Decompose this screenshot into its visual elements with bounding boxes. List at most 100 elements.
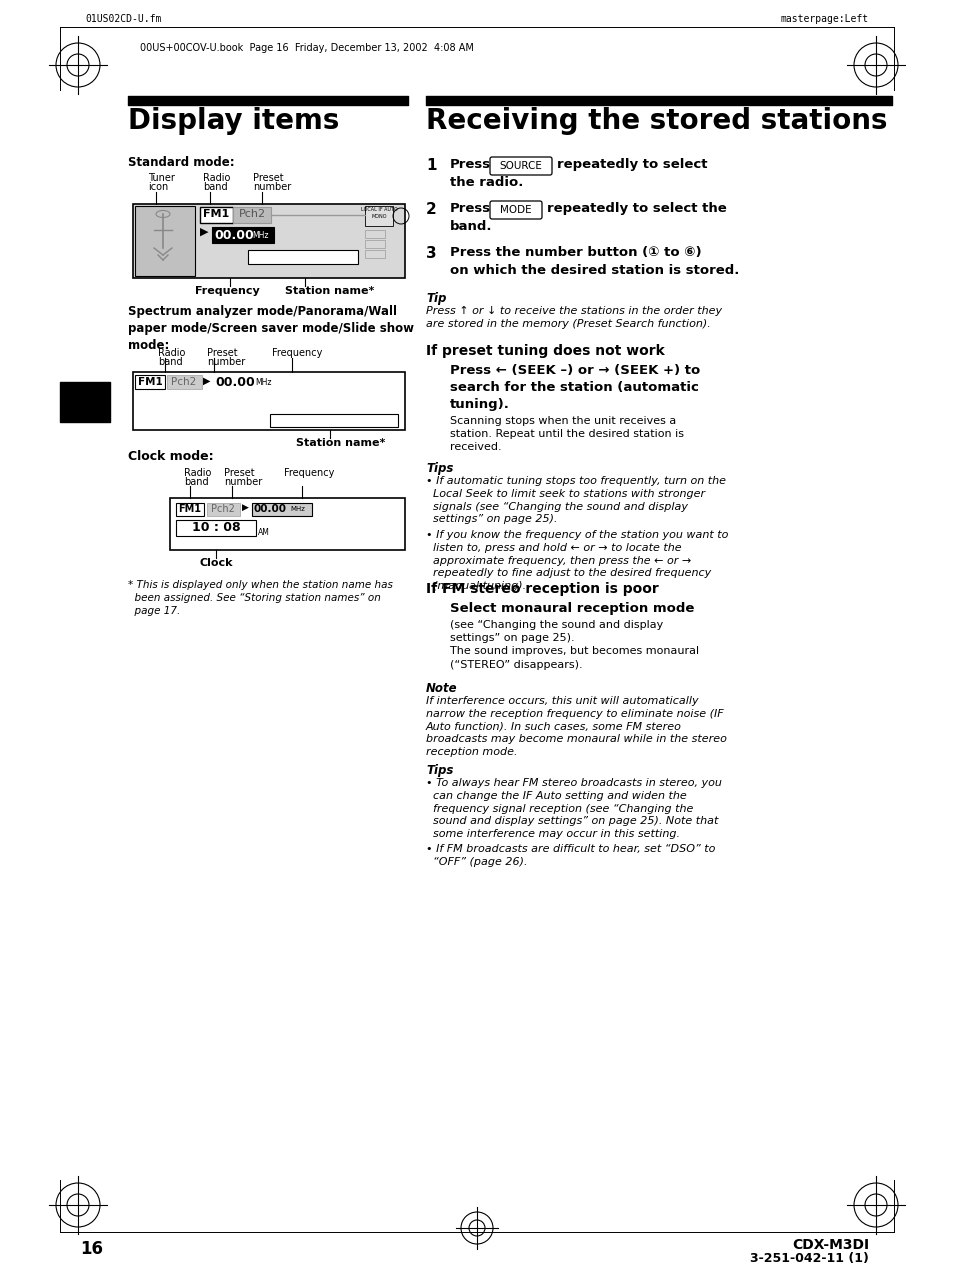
Text: Tips: Tips <box>426 462 453 475</box>
FancyBboxPatch shape <box>270 414 397 427</box>
Text: Preset: Preset <box>253 173 283 183</box>
Text: Preset: Preset <box>224 469 254 478</box>
Text: 10 : 08: 10 : 08 <box>192 521 240 533</box>
FancyBboxPatch shape <box>167 375 202 389</box>
Text: Preset: Preset <box>207 348 237 358</box>
FancyBboxPatch shape <box>207 503 240 516</box>
Text: Pch2: Pch2 <box>238 210 265 218</box>
Text: Radio: Radio <box>184 469 212 478</box>
Text: MHz: MHz <box>290 505 305 512</box>
Text: MONO: MONO <box>371 215 386 218</box>
FancyBboxPatch shape <box>365 250 385 258</box>
FancyBboxPatch shape <box>212 227 274 243</box>
Text: Select monaural reception mode: Select monaural reception mode <box>450 602 694 615</box>
Text: number: number <box>253 182 291 192</box>
Text: MODE: MODE <box>499 204 531 215</box>
Text: Clock: Clock <box>199 558 233 568</box>
Text: • If FM broadcasts are difficult to hear, set “DSO” to
  “OFF” (page 26).: • If FM broadcasts are difficult to hear… <box>426 845 715 867</box>
Text: band.: band. <box>450 220 492 232</box>
Text: • If automatic tuning stops too frequently, turn on the
  Local Seek to limit se: • If automatic tuning stops too frequent… <box>426 476 725 525</box>
FancyBboxPatch shape <box>365 230 385 237</box>
Text: Standard mode:: Standard mode: <box>128 156 234 169</box>
FancyBboxPatch shape <box>135 206 194 276</box>
Text: 00.00: 00.00 <box>253 504 287 514</box>
Text: 2: 2 <box>426 202 436 217</box>
Text: band: band <box>203 182 228 192</box>
Text: LOCAL IF AUTO: LOCAL IF AUTO <box>360 207 397 212</box>
Text: Note: Note <box>426 682 457 695</box>
Text: ▶: ▶ <box>242 503 249 512</box>
Text: If FM stereo reception is poor: If FM stereo reception is poor <box>426 582 659 596</box>
Text: Pch2: Pch2 <box>172 377 196 387</box>
Text: Press: Press <box>450 202 491 215</box>
FancyBboxPatch shape <box>490 201 541 218</box>
Text: FM1: FM1 <box>137 377 162 387</box>
Text: Spectrum analyzer mode/Panorama/Wall
paper mode/Screen saver mode/Slide show
mod: Spectrum analyzer mode/Panorama/Wall pap… <box>128 305 414 352</box>
Text: 1: 1 <box>426 157 436 173</box>
Text: band: band <box>184 478 209 486</box>
Text: Press the number button (① to ⑥): Press the number button (① to ⑥) <box>450 246 700 259</box>
FancyBboxPatch shape <box>490 157 552 175</box>
Text: • To always hear FM stereo broadcasts in stereo, you
  can change the IF Auto se: • To always hear FM stereo broadcasts in… <box>426 779 721 839</box>
Text: 3-251-042-11 (1): 3-251-042-11 (1) <box>749 1252 868 1265</box>
Text: 00US+00COV-U.book  Page 16  Friday, December 13, 2002  4:08 AM: 00US+00COV-U.book Page 16 Friday, Decemb… <box>140 43 474 53</box>
Text: Display items: Display items <box>128 107 339 135</box>
FancyBboxPatch shape <box>175 503 204 516</box>
Text: Tips: Tips <box>426 765 453 777</box>
Text: Scanning stops when the unit receives a
station. Repeat until the desired statio: Scanning stops when the unit receives a … <box>450 417 683 452</box>
Text: Radio: Radio <box>203 173 230 183</box>
FancyBboxPatch shape <box>365 206 393 226</box>
Text: masterpage:Left: masterpage:Left <box>781 14 868 24</box>
Text: Press ↑ or ↓ to receive the stations in the order they
are stored in the memory : Press ↑ or ↓ to receive the stations in … <box>426 306 721 329</box>
Text: 01US02CD-U.fm: 01US02CD-U.fm <box>85 14 161 24</box>
FancyBboxPatch shape <box>200 207 233 224</box>
Text: on which the desired station is stored.: on which the desired station is stored. <box>450 264 739 277</box>
Text: Tuner: Tuner <box>148 173 174 183</box>
Text: 16: 16 <box>80 1240 103 1259</box>
FancyBboxPatch shape <box>365 240 385 248</box>
FancyBboxPatch shape <box>135 375 165 389</box>
Text: Clock mode:: Clock mode: <box>128 450 213 464</box>
Text: Station name*: Station name* <box>295 438 385 448</box>
Text: Radio: Radio <box>158 348 185 358</box>
Text: band: band <box>158 357 182 367</box>
Text: Frequency: Frequency <box>284 469 334 478</box>
Text: FM1: FM1 <box>178 504 201 514</box>
Text: MHz: MHz <box>254 378 272 387</box>
Text: repeatedly to select: repeatedly to select <box>557 157 707 171</box>
Text: FM1: FM1 <box>203 210 229 218</box>
Text: (see “Changing the sound and display
settings” on page 25).
The sound improves, : (see “Changing the sound and display set… <box>450 620 699 669</box>
Text: Press ← (SEEK –) or → (SEEK +) to
search for the station (automatic
tuning).: Press ← (SEEK –) or → (SEEK +) to search… <box>450 364 700 411</box>
Text: 00.00: 00.00 <box>214 376 254 389</box>
Text: repeatedly to select the: repeatedly to select the <box>546 202 726 215</box>
Text: number: number <box>224 478 262 486</box>
Text: If preset tuning does not work: If preset tuning does not work <box>426 344 664 358</box>
Text: * This is displayed only when the station name has
  been assigned. See “Storing: * This is displayed only when the statio… <box>128 580 393 616</box>
FancyBboxPatch shape <box>132 372 405 431</box>
Text: Frequency: Frequency <box>272 348 322 358</box>
Text: • If you know the frequency of the station you want to
  listen to, press and ho: • If you know the frequency of the stati… <box>426 530 727 592</box>
Text: icon: icon <box>148 182 168 192</box>
Text: Tip: Tip <box>426 292 446 305</box>
FancyBboxPatch shape <box>233 207 271 224</box>
Text: Station name*: Station name* <box>285 286 374 296</box>
Text: Press: Press <box>450 157 491 171</box>
FancyBboxPatch shape <box>248 250 357 264</box>
Text: 00.00: 00.00 <box>213 229 253 243</box>
Text: AM: AM <box>257 528 270 537</box>
Text: 3: 3 <box>426 246 436 262</box>
Text: Frequency: Frequency <box>194 286 259 296</box>
Text: MHz: MHz <box>252 231 268 240</box>
Text: Receiving the stored stations: Receiving the stored stations <box>426 107 886 135</box>
Text: ▶: ▶ <box>200 227 209 237</box>
FancyBboxPatch shape <box>175 519 255 536</box>
Text: number: number <box>207 357 245 367</box>
Text: ▶: ▶ <box>203 376 211 386</box>
Text: the radio.: the radio. <box>450 177 523 189</box>
FancyBboxPatch shape <box>170 498 405 550</box>
Text: CDX-M3DI: CDX-M3DI <box>791 1238 868 1252</box>
Text: Pch2: Pch2 <box>211 504 234 514</box>
FancyBboxPatch shape <box>252 503 312 516</box>
Text: If interference occurs, this unit will automatically
narrow the reception freque: If interference occurs, this unit will a… <box>426 696 726 757</box>
FancyBboxPatch shape <box>132 204 405 278</box>
